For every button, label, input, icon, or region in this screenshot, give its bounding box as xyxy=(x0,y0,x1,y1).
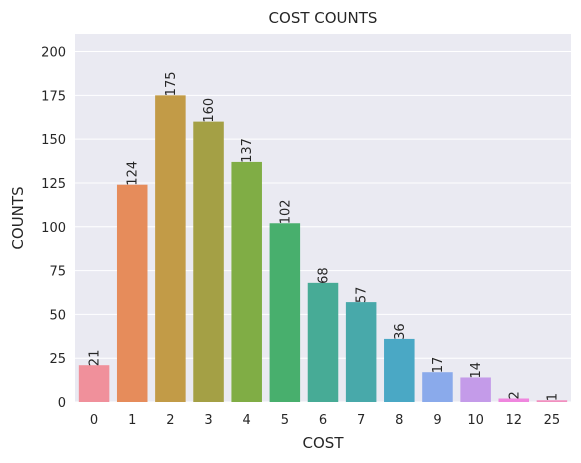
bar-value-label: 137 xyxy=(240,138,255,163)
bar-cost-1 xyxy=(116,184,148,402)
y-tick-label: 175 xyxy=(41,89,66,104)
bars xyxy=(78,95,568,402)
bar-value-label: 57 xyxy=(355,287,370,304)
y-tick-label: 100 xyxy=(41,221,66,236)
x-tick-label: 8 xyxy=(395,413,403,428)
y-axis-title: COUNTS xyxy=(9,186,27,249)
x-tick-label: 3 xyxy=(204,413,212,428)
bar-cost-5 xyxy=(269,223,301,402)
x-tick-label: 1 xyxy=(128,413,136,428)
bar-cost-8 xyxy=(384,338,415,402)
x-tick-label: 6 xyxy=(319,413,327,428)
y-tick-label: 50 xyxy=(49,308,66,323)
y-tick-label: 200 xyxy=(41,46,66,61)
y-tick-label: 25 xyxy=(49,352,66,367)
y-tick-labels: 0 25 50 75 100 125 150 175 200 xyxy=(41,46,66,411)
bar-value-label: 175 xyxy=(164,72,179,97)
bar-cost-12 xyxy=(498,398,530,402)
x-tick-label: 25 xyxy=(544,413,561,428)
bar-value-label: 17 xyxy=(431,357,446,374)
y-tick-label: 0 xyxy=(58,396,66,411)
x-tick-label: 9 xyxy=(433,413,441,428)
x-tick-label: 12 xyxy=(505,413,522,428)
bar-value-label: 14 xyxy=(469,362,484,379)
bar-cost-2 xyxy=(155,95,186,402)
bar-value-label: 36 xyxy=(393,323,408,340)
bar-value-label: 160 xyxy=(202,98,217,123)
bar-value-label: 102 xyxy=(278,199,293,224)
x-tick-label: 0 xyxy=(90,413,98,428)
bar-value-label: 68 xyxy=(317,267,332,284)
bar-cost-0 xyxy=(78,365,110,402)
x-tick-label: 4 xyxy=(243,413,251,428)
x-tick-label: 7 xyxy=(357,413,365,428)
chart-title: COST COUNTS xyxy=(269,9,378,27)
bar-cost-3 xyxy=(193,121,224,402)
y-tick-label: 125 xyxy=(41,177,66,192)
x-tick-label: 2 xyxy=(166,413,174,428)
x-tick-label: 5 xyxy=(281,413,289,428)
bar-cost-25 xyxy=(536,400,568,402)
bar-value-label: 1 xyxy=(545,393,560,401)
bar-value-label: 124 xyxy=(126,161,141,186)
x-tick-label: 10 xyxy=(467,413,484,428)
bar-cost-10 xyxy=(460,377,491,402)
bar-cost-4 xyxy=(231,161,262,402)
bar-cost-6 xyxy=(307,282,339,402)
bar-cost-7 xyxy=(345,302,377,402)
bar-value-label: 21 xyxy=(88,350,103,367)
y-tick-label: 150 xyxy=(41,133,66,148)
bar-cost-9 xyxy=(422,372,453,402)
x-axis-title: COST xyxy=(303,434,345,452)
bar-value-label: 2 xyxy=(507,391,522,399)
y-tick-label: 75 xyxy=(49,265,66,280)
x-tick-labels: 0 1 2 3 4 5 6 7 8 9 10 12 25 xyxy=(90,413,560,428)
